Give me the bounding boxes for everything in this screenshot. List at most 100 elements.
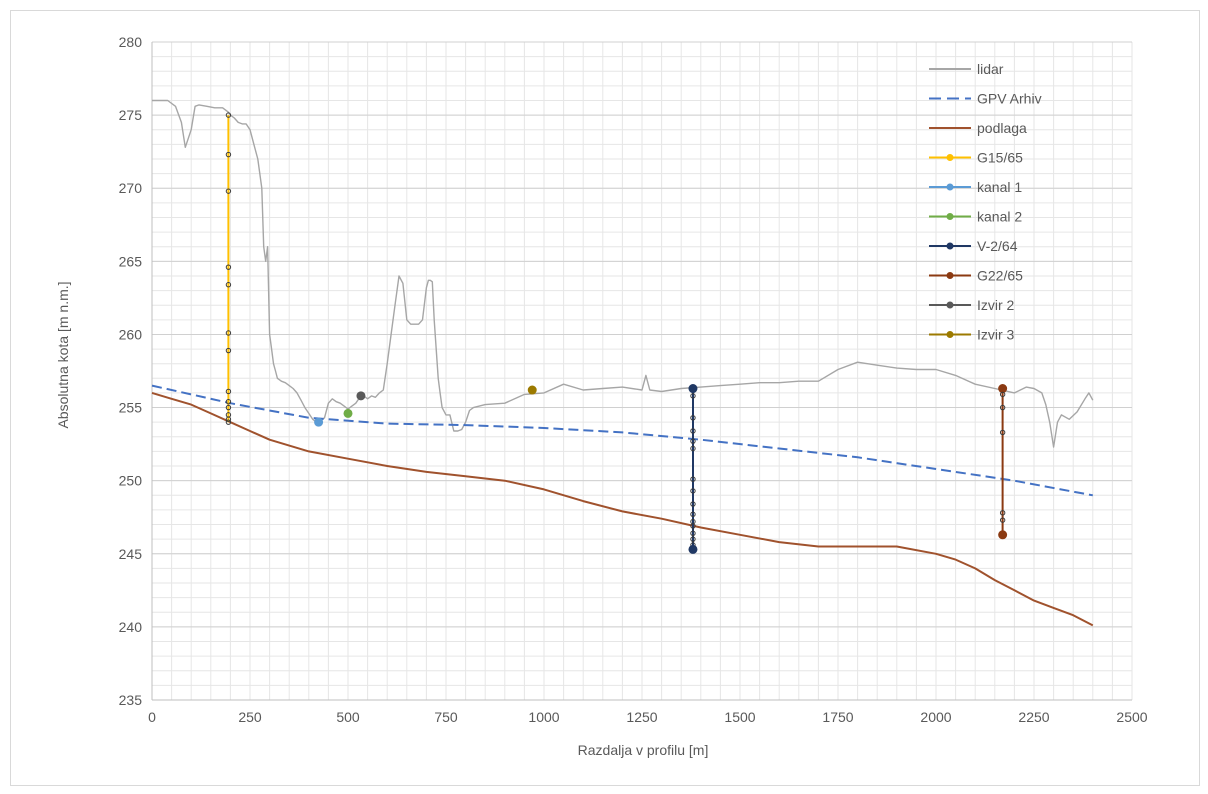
legend-item-gpv-arhiv: GPV Arhiv xyxy=(929,91,1042,107)
series-izvir-2 xyxy=(356,391,366,401)
legend: lidar GPV Arhiv podlaga G15/65 kanal 1 kanal … xyxy=(929,61,1042,343)
x-tick-label: 1500 xyxy=(724,709,755,725)
legend-label: G22/65 xyxy=(977,268,1023,284)
y-tick-labels: 235 240 245 250 255 260 265 270 275 280 xyxy=(119,34,143,708)
data-point xyxy=(356,391,366,401)
x-tick-label: 1750 xyxy=(822,709,853,725)
legend-item-kanal-2: kanal 2 xyxy=(929,209,1022,225)
series-kanal-1 xyxy=(314,417,324,427)
data-point xyxy=(343,408,353,418)
x-tick-label: 2250 xyxy=(1018,709,1049,725)
legend-marker xyxy=(946,242,954,250)
series-izvir-3 xyxy=(527,385,537,395)
series-g15-65 xyxy=(225,112,232,425)
axes xyxy=(151,42,1132,701)
data-point xyxy=(225,264,232,270)
series-line-podlaga xyxy=(151,391,1094,627)
data-point xyxy=(225,151,232,158)
data-point xyxy=(225,399,232,405)
line-chart: 0 250 500 750 1000 1250 1500 1750 2000 2250 2500 2… xyxy=(55,34,1148,758)
legend-label: lidar xyxy=(977,61,1004,77)
legend-item-podlaga: podlaga xyxy=(929,120,1027,136)
y-tick-label: 275 xyxy=(119,107,143,123)
legend-item-izvir-3: Izvir 3 xyxy=(929,327,1015,343)
data-point xyxy=(999,404,1006,411)
x-tick-labels: 0 250 500 750 1000 1250 1500 1750 2000 2250 2500 xyxy=(148,709,1148,725)
x-tick-label: 2500 xyxy=(1116,709,1147,725)
data-point xyxy=(690,415,696,421)
y-tick-label: 240 xyxy=(119,619,143,635)
legend-label: V-2/64 xyxy=(977,238,1018,254)
y-tick-label: 260 xyxy=(119,326,143,342)
legend-marker xyxy=(946,331,954,338)
y-tick-label: 255 xyxy=(119,400,143,416)
data-point xyxy=(225,347,232,354)
data-point xyxy=(690,393,696,399)
legend-marker xyxy=(946,301,954,309)
series-g22-65 xyxy=(998,384,1008,540)
data-point xyxy=(999,429,1006,436)
data-point xyxy=(690,536,696,542)
legend-marker xyxy=(946,272,954,279)
y-tick-label: 235 xyxy=(119,692,143,708)
x-tick-label: 1250 xyxy=(626,709,657,725)
data-point xyxy=(998,384,1008,394)
data-point xyxy=(225,404,232,411)
y-tick-label: 250 xyxy=(119,473,143,489)
data-point xyxy=(225,419,232,425)
data-point xyxy=(314,417,324,427)
data-point xyxy=(690,511,696,517)
legend-label: Izvir 3 xyxy=(977,327,1015,343)
series-v-2-64 xyxy=(688,384,698,554)
data-point xyxy=(690,488,696,494)
y-tick-label: 270 xyxy=(119,180,143,196)
legend-marker xyxy=(946,154,954,161)
legend-item-g15-65: G15/65 xyxy=(929,150,1023,166)
series-line-gpv-arhiv xyxy=(151,384,1093,497)
y-tick-label: 280 xyxy=(119,34,143,50)
data-point xyxy=(225,112,232,118)
data-point xyxy=(225,416,232,422)
y-tick-label: 245 xyxy=(119,546,143,562)
x-tick-label: 2000 xyxy=(920,709,951,725)
x-tick-label: 500 xyxy=(336,709,360,725)
legend-marker xyxy=(946,213,954,220)
x-tick-label: 0 xyxy=(148,709,156,725)
data-point xyxy=(690,445,696,452)
legend-label: G15/65 xyxy=(977,150,1023,166)
series-lidar xyxy=(152,99,1094,448)
data-point xyxy=(225,188,232,194)
legend-label: kanal 1 xyxy=(977,179,1022,195)
data-point xyxy=(999,517,1006,523)
x-tick-label: 1000 xyxy=(528,709,559,725)
legend-label: podlaga xyxy=(977,120,1027,136)
series-line-lidar xyxy=(152,99,1094,448)
y-tick-label: 265 xyxy=(119,253,143,269)
data-point xyxy=(225,330,232,336)
data-point xyxy=(690,530,696,537)
legend-label: Izvir 2 xyxy=(977,297,1015,313)
legend-item-kanal-1: kanal 1 xyxy=(929,179,1022,195)
legend-marker xyxy=(946,183,954,191)
data-point xyxy=(688,544,698,554)
legend-item-lidar: lidar xyxy=(929,61,1004,77)
series-layer xyxy=(151,99,1094,627)
data-point xyxy=(690,476,696,482)
series-kanal-2 xyxy=(343,408,353,418)
data-point xyxy=(999,391,1006,398)
legend-item-izvir-2: Izvir 2 xyxy=(929,297,1015,313)
data-point xyxy=(690,523,696,529)
data-point xyxy=(225,282,232,288)
data-point xyxy=(998,530,1008,540)
x-tick-label: 750 xyxy=(434,709,458,725)
legend-item-g22-65: G22/65 xyxy=(929,268,1023,284)
grid-lines xyxy=(151,41,1133,701)
data-point xyxy=(527,385,537,395)
legend-label: GPV Arhiv xyxy=(977,91,1042,107)
x-tick-label: 250 xyxy=(238,709,262,725)
y-axis-title: Absolutna kota [m n.m.] xyxy=(55,281,71,428)
series-podlaga xyxy=(151,391,1094,627)
legend-item-v-2-64: V-2/64 xyxy=(929,238,1018,254)
data-point xyxy=(690,428,696,434)
series-gpv-arhiv xyxy=(151,384,1093,497)
